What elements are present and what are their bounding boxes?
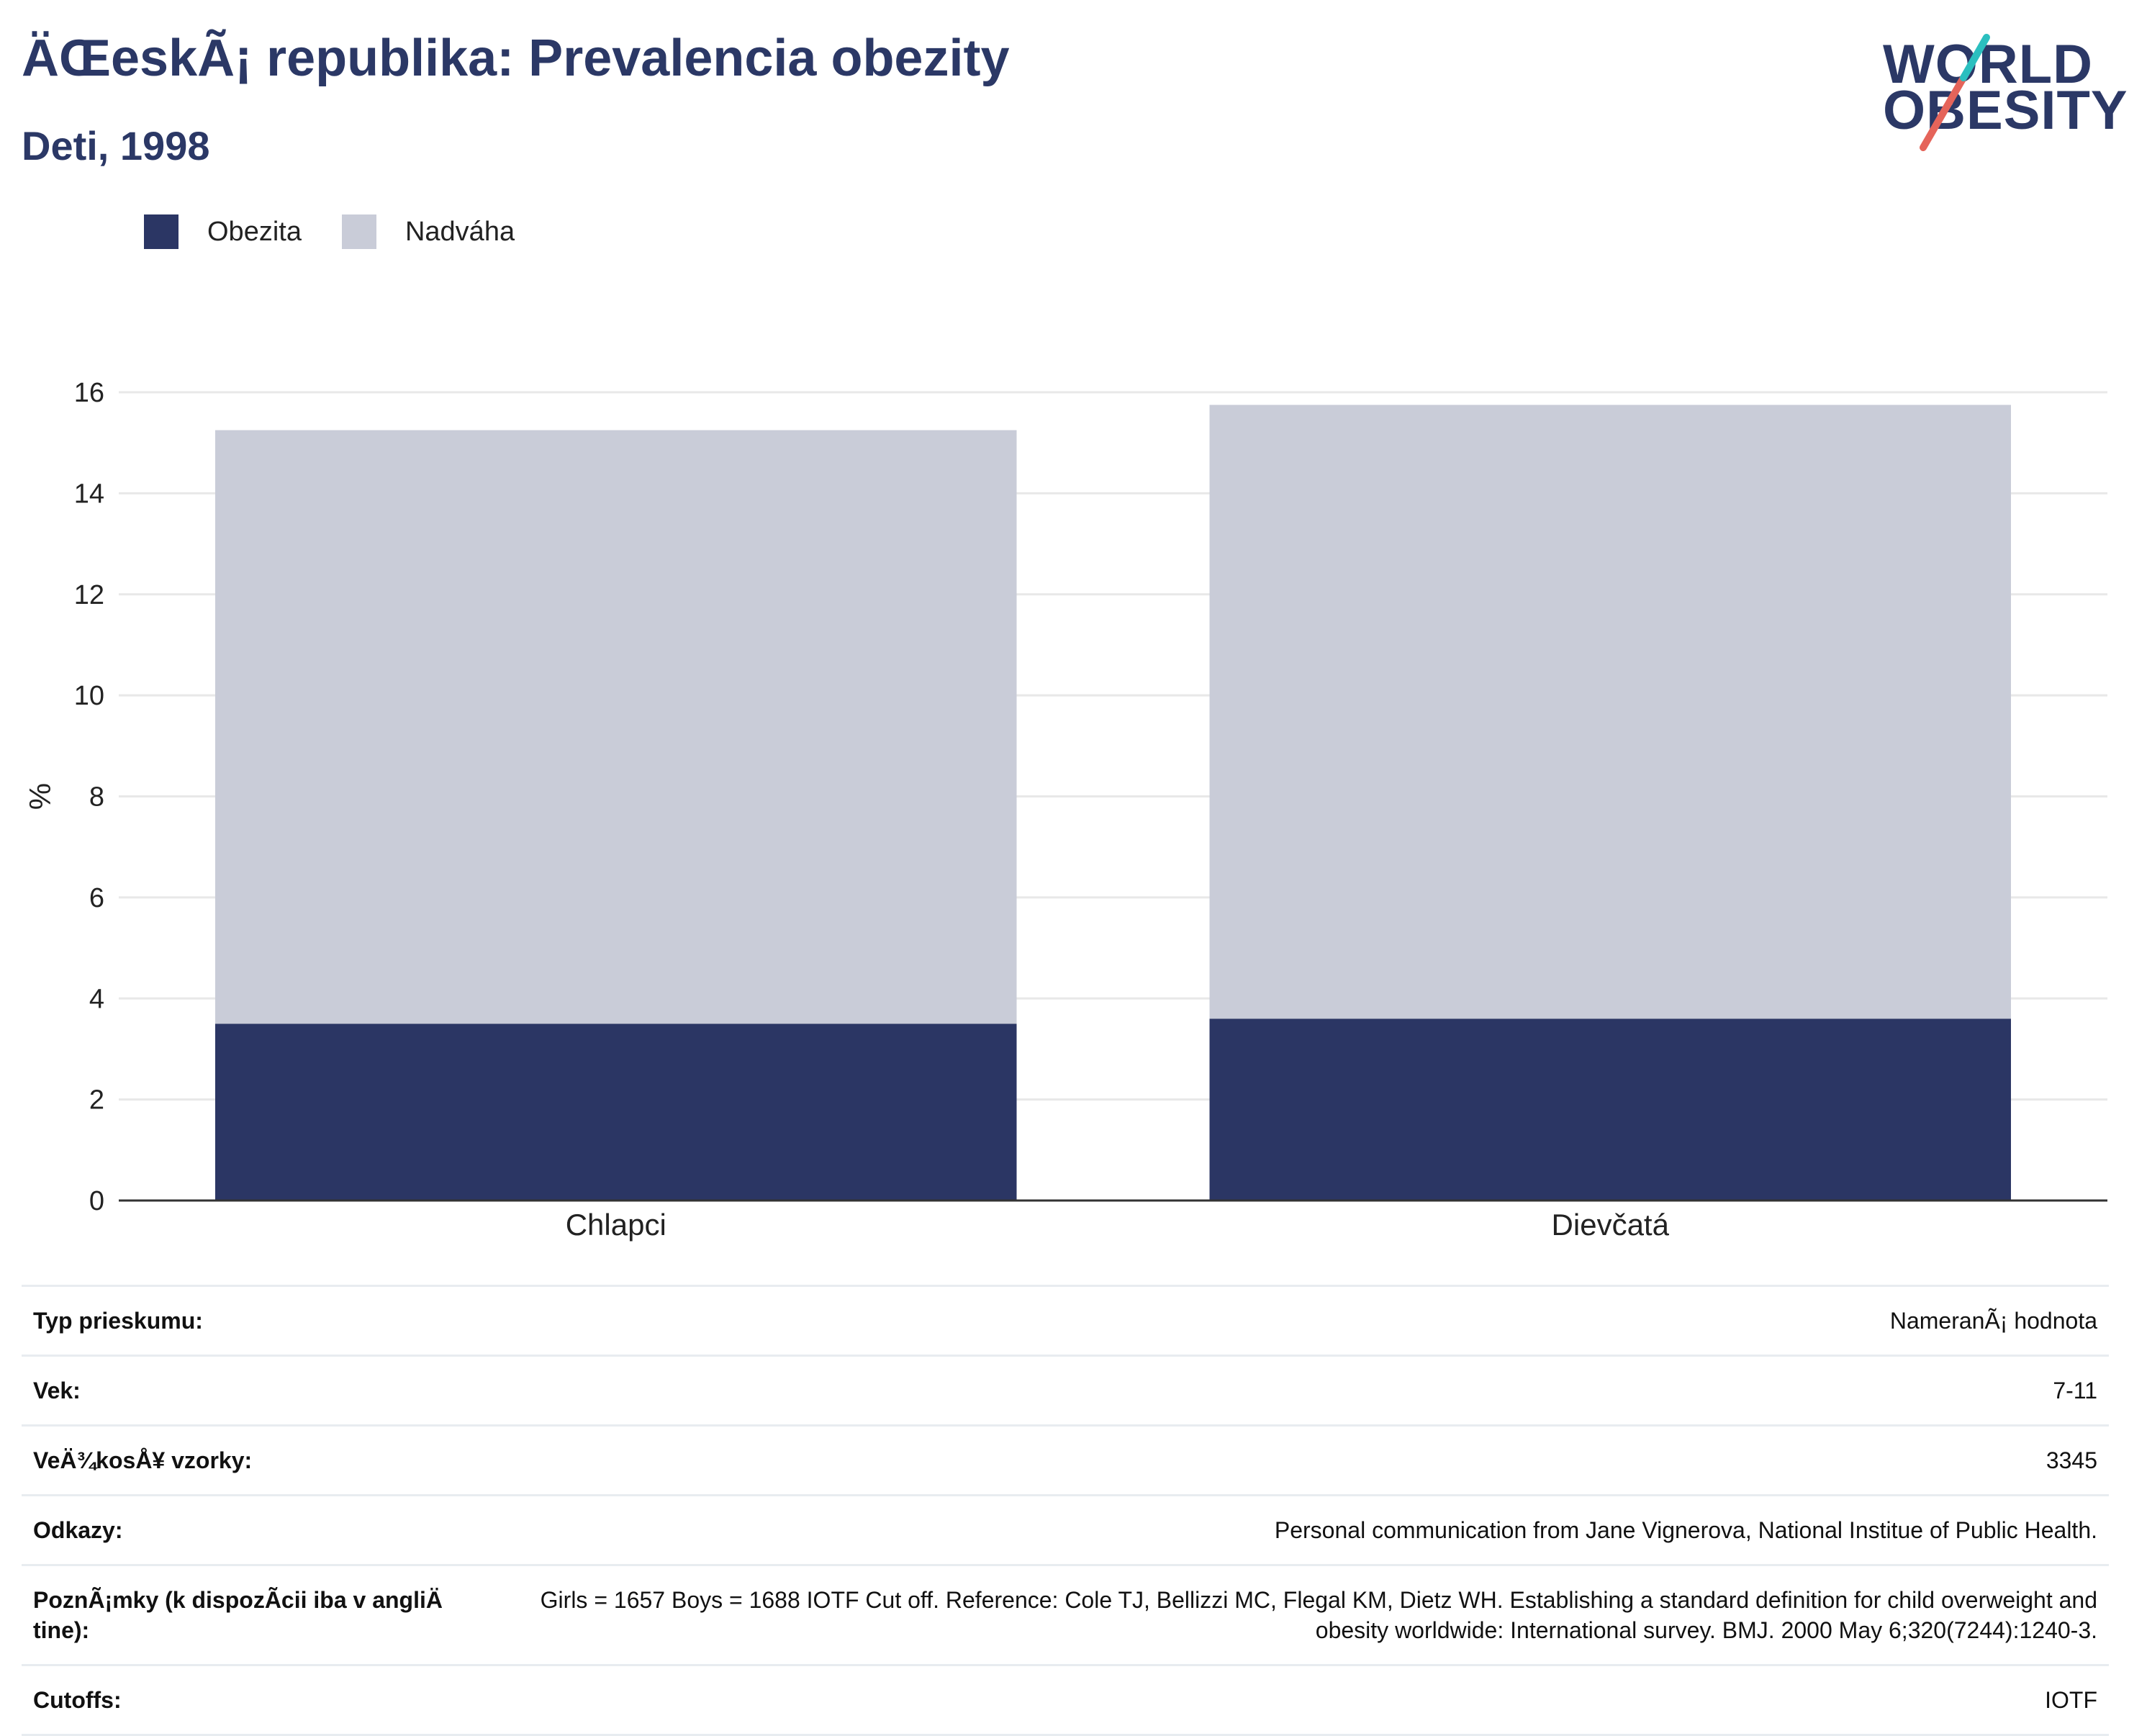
- y-tick-label: 4: [89, 984, 104, 1014]
- chart-title: ÄŒeskÃ¡ republika: Prevalencia obezity: [22, 30, 1010, 87]
- logo-slash-icon: [1920, 34, 1990, 151]
- info-key: Odkazy:: [33, 1517, 123, 1543]
- stacked-bar-chart: 0 2 4 6 8 10 12 14 16% Chlapci Dievčatá: [23, 378, 2107, 1242]
- info-value: Girls = 1657 Boys = 1688 IOTF Cut off. R…: [540, 1587, 2097, 1643]
- y-tick-label: 12: [74, 580, 104, 610]
- info-row: VeÄ¾kosÅ¥ vzorky: 3345: [22, 1424, 2109, 1494]
- y-tick-label: 6: [89, 883, 104, 913]
- y-tick-label: 2: [89, 1085, 104, 1116]
- info-row: Odkazy: Personal communication from Jane …: [22, 1494, 2109, 1564]
- info-value: 3345: [2046, 1447, 2097, 1473]
- info-value: Personal communication from Jane Vignero…: [1274, 1517, 2097, 1543]
- x-category-label: Chlapci: [566, 1208, 666, 1242]
- y-tick-label: 0: [89, 1186, 104, 1216]
- world-obesity-logo: WORLD OBESITY: [1879, 22, 2128, 151]
- y-axis-label: %: [23, 783, 57, 810]
- legend-item-nadvaha[interactable]: Nadváha: [341, 214, 515, 249]
- info-row: Vek: 7-11: [22, 1355, 2109, 1424]
- legend-item-obezita[interactable]: Obezita: [144, 214, 302, 249]
- info-row: Typ prieskumu: NameranÃ¡ hodnota: [22, 1285, 2109, 1355]
- info-row: PoznÃ¡mky (k dispozÃ­cii iba v angliÄ t…: [22, 1564, 2109, 1664]
- chart-subtitle: Deti, 1998: [22, 123, 210, 168]
- x-category-label: Dievčatá: [1552, 1208, 1670, 1242]
- survey-info-table: Typ prieskumu: NameranÃ¡ hodnota Vek: 7-11 V…: [22, 1285, 2109, 1736]
- y-tick-label: 14: [74, 479, 104, 509]
- info-key: Typ prieskumu:: [33, 1308, 203, 1334]
- bar-obezita-1: [215, 1023, 1017, 1201]
- info-value: IOTF: [2045, 1687, 2097, 1713]
- y-tick-label: 10: [74, 681, 104, 711]
- y-tick-label: 8: [89, 782, 104, 813]
- bar-obezita-2: [1209, 1018, 2011, 1201]
- logo-line2: OBESITY: [1883, 80, 2128, 141]
- info-value: 7-11: [2053, 1378, 2097, 1403]
- info-key: VeÄ¾kosÅ¥ vzorky:: [33, 1447, 253, 1473]
- legend-label-nadvaha: Nadváha: [404, 216, 515, 247]
- info-value: NameranÃ¡ hodnota: [1889, 1308, 2097, 1334]
- y-tick-label: 16: [74, 378, 104, 408]
- bar-nadvaha-2: [1209, 404, 2011, 1019]
- logo-line1: WORLD: [1883, 34, 2094, 95]
- bar-nadvaha-1: [215, 430, 1017, 1024]
- legend-swatch-nadvaha: [341, 214, 376, 249]
- info-key: PoznÃ¡mky (k dispozÃ­cii iba v angliÄ t…: [33, 1587, 461, 1643]
- chart-legend: Obezita Nadváha: [144, 214, 555, 249]
- legend-label-obezita: Obezita: [207, 216, 302, 247]
- legend-swatch-obezita: [144, 214, 178, 249]
- info-key: Cutoffs:: [33, 1687, 122, 1713]
- info-row: Cutoffs: IOTF: [22, 1664, 2109, 1736]
- info-key: Vek:: [33, 1378, 81, 1403]
